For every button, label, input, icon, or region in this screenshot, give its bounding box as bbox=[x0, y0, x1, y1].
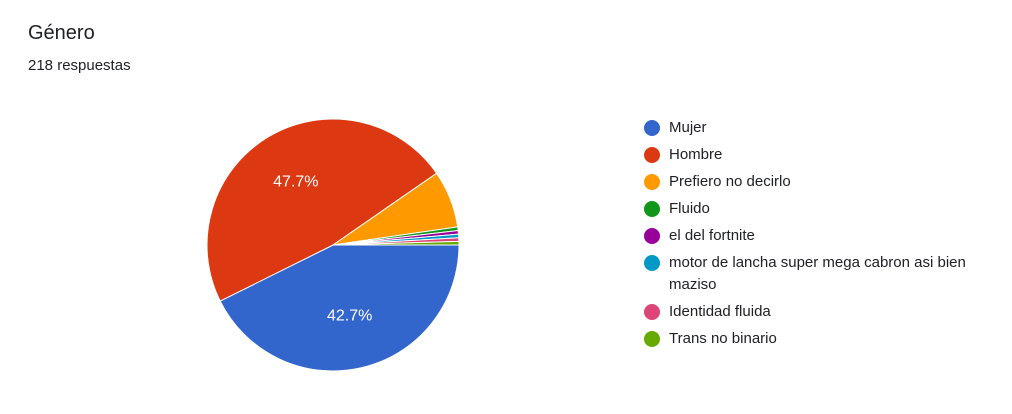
chart-legend: Mujer Hombre Prefiero no decirlo Fluido el d… bbox=[644, 117, 979, 355]
pie-slice-0 bbox=[219, 244, 460, 372]
legend-label: el del fortnite bbox=[669, 227, 755, 244]
legend-item: Hombre bbox=[644, 144, 979, 166]
slice-percent-label: 42.7% bbox=[327, 307, 372, 324]
legend-color-swatch bbox=[644, 228, 660, 244]
legend-item: Fluido bbox=[644, 198, 979, 220]
legend-label: Hombre bbox=[669, 146, 723, 163]
legend-label: motor de lancha super mega cabron asi bi… bbox=[669, 254, 966, 293]
legend-color-swatch bbox=[644, 120, 660, 136]
legend-color-swatch bbox=[644, 304, 660, 320]
legend-color-swatch bbox=[644, 201, 660, 217]
legend-item: Identidad fluida bbox=[644, 301, 979, 323]
slice-percent-label: 47.7% bbox=[273, 173, 318, 190]
legend-label: Identidad fluida bbox=[669, 303, 771, 320]
pie-slice-7 bbox=[332, 240, 460, 246]
legend-color-swatch bbox=[644, 147, 660, 163]
legend-label: Trans no binario bbox=[669, 330, 777, 347]
legend-label: Fluido bbox=[669, 200, 710, 217]
legend-item: el del fortnite bbox=[644, 225, 979, 247]
pie-slice-1 bbox=[206, 118, 438, 302]
legend-color-swatch bbox=[644, 174, 660, 190]
chart-title: Género bbox=[28, 22, 95, 44]
legend-item: Trans no binario bbox=[644, 328, 979, 350]
legend-color-swatch bbox=[644, 255, 660, 271]
legend-color-swatch bbox=[644, 331, 660, 347]
legend-label: Mujer bbox=[669, 119, 707, 136]
legend-label: Prefiero no decirlo bbox=[669, 173, 791, 190]
legend-item: motor de lancha super mega cabron asi bi… bbox=[644, 252, 979, 296]
response-count: 218 respuestas bbox=[28, 57, 131, 74]
legend-item: Mujer bbox=[644, 117, 979, 139]
legend-item: Prefiero no decirlo bbox=[644, 171, 979, 193]
pie-chart: 42.7% 47.7% bbox=[206, 118, 460, 372]
